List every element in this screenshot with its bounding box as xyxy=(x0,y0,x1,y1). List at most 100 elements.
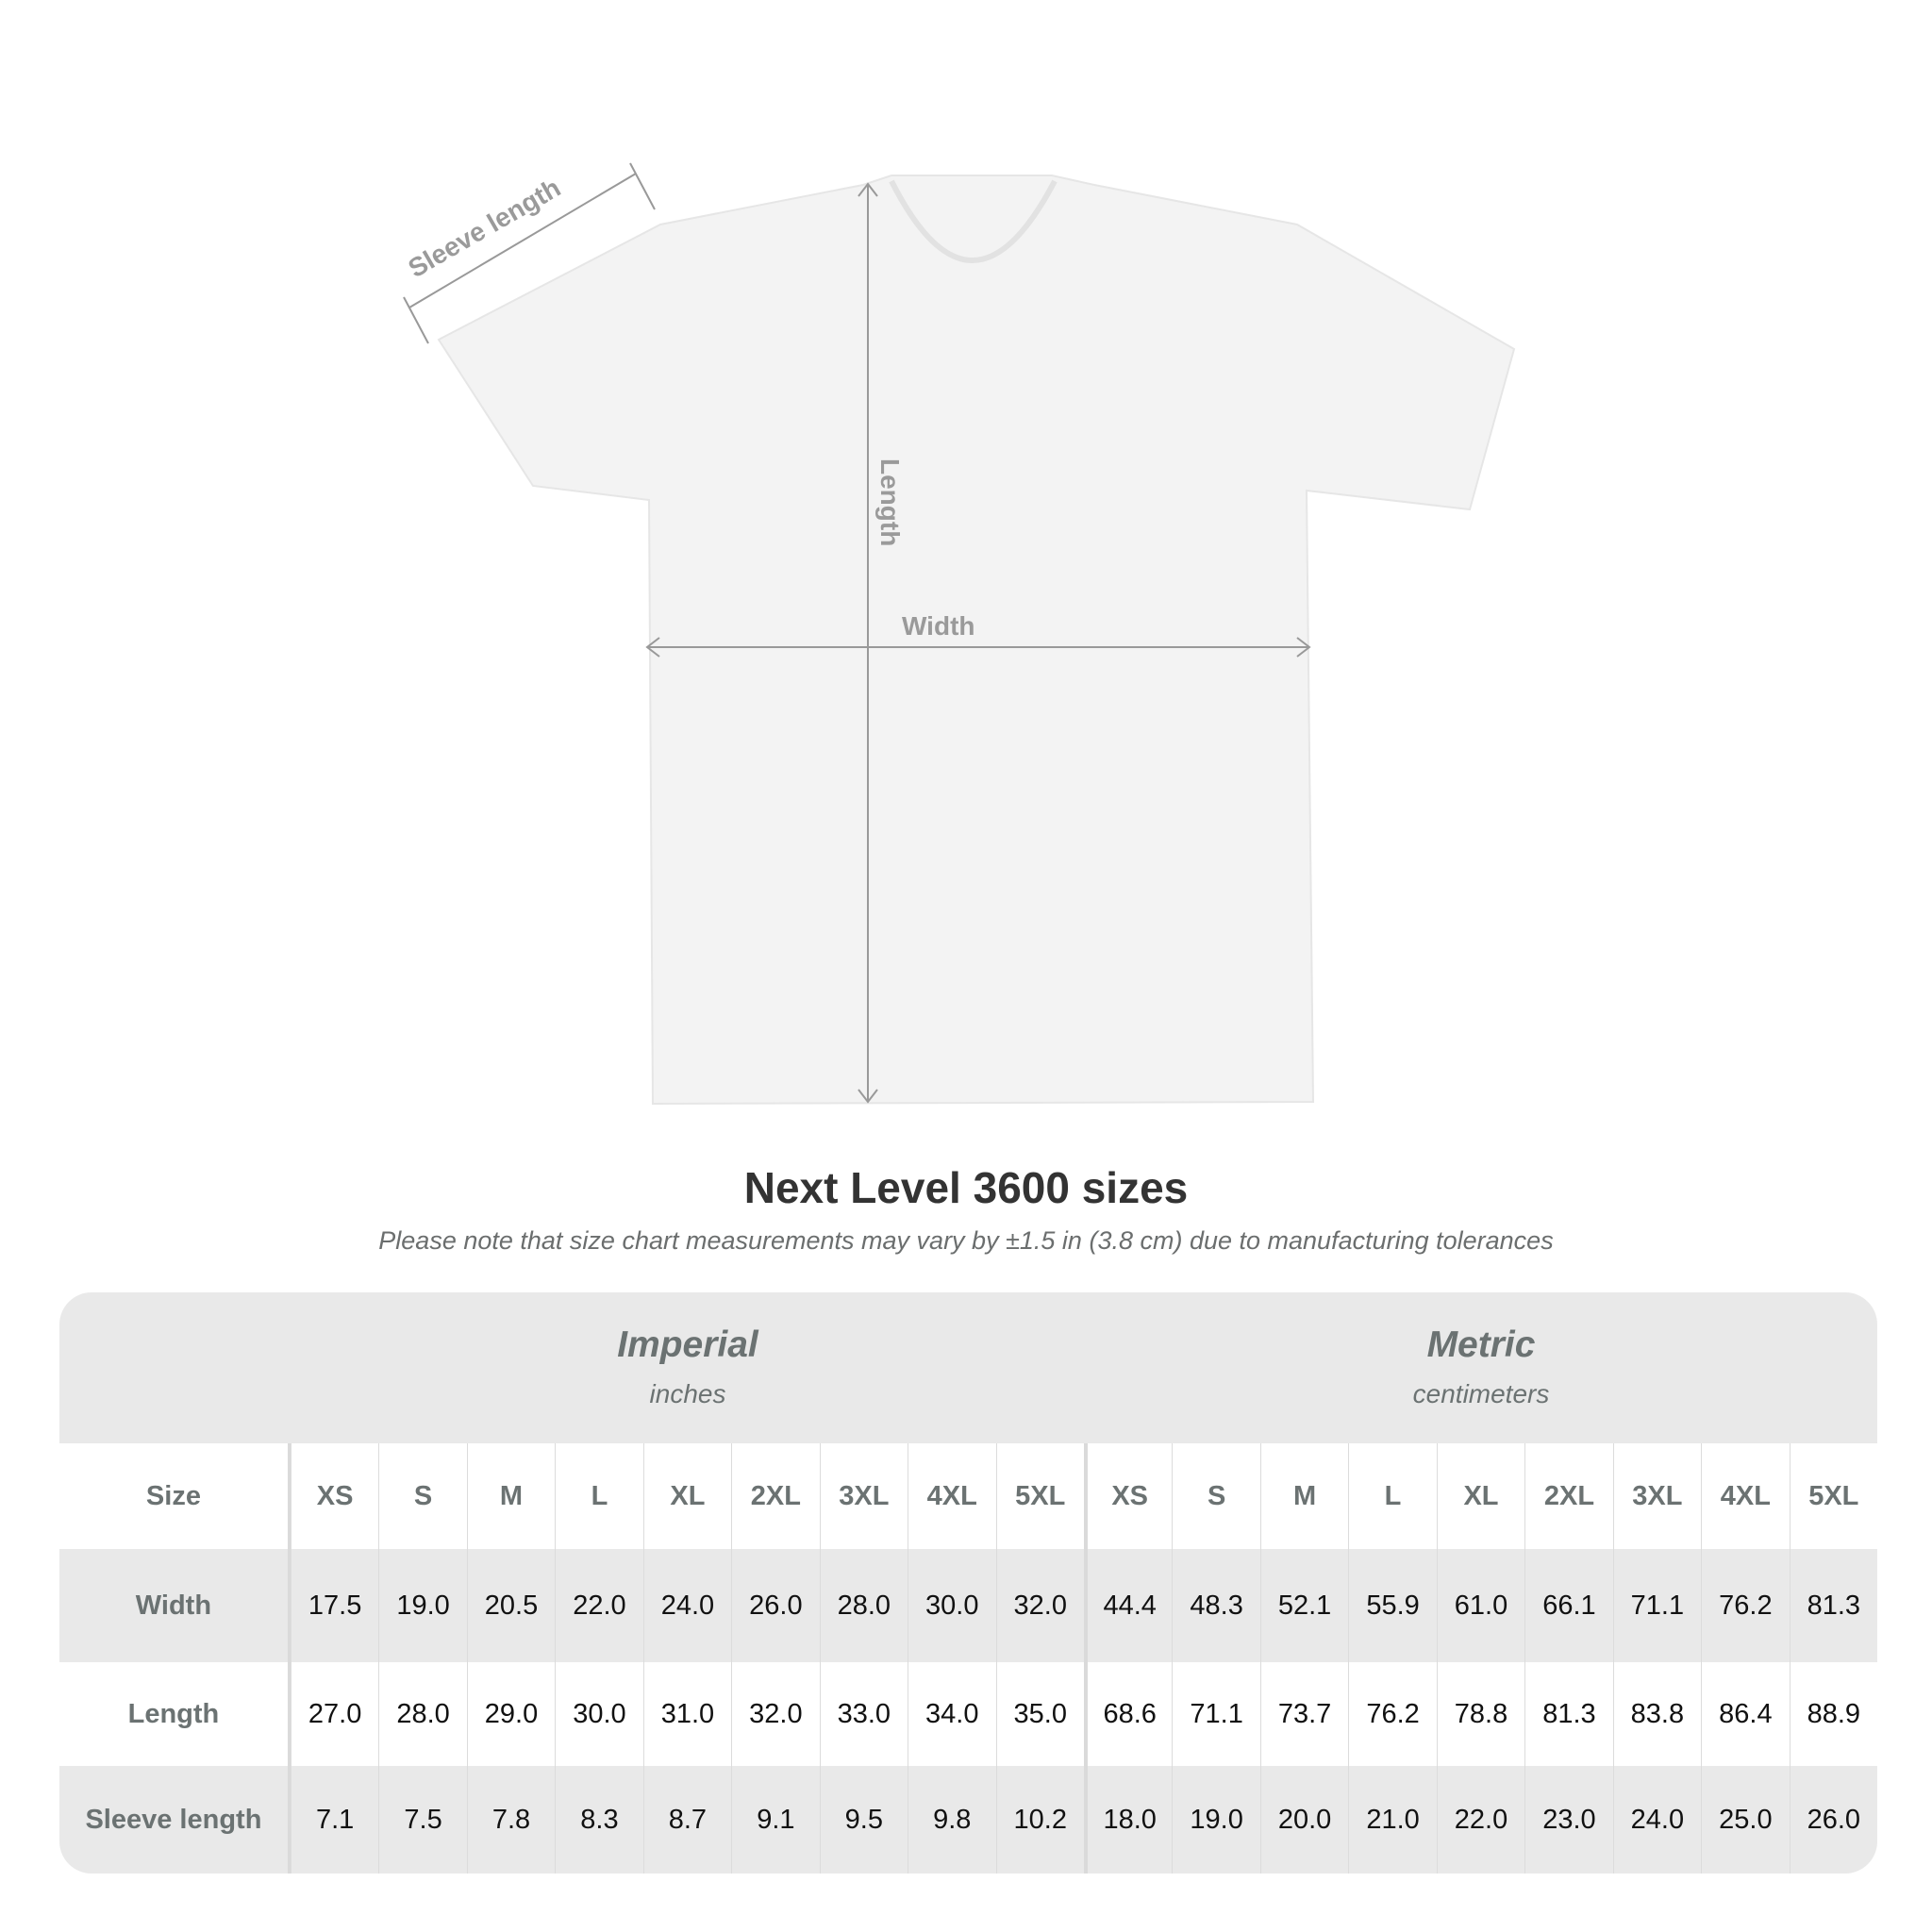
metric-header: Metric centimeters xyxy=(1085,1292,1877,1443)
metric-value: 44.4 xyxy=(1083,1549,1172,1662)
metric-value: 48.3 xyxy=(1172,1549,1259,1662)
imperial-size-xs: XS xyxy=(290,1443,378,1549)
sleeve-length-label: Sleeve length xyxy=(404,173,566,283)
imperial-size-4xl: 4XL xyxy=(908,1443,995,1549)
tshirt-shape xyxy=(437,175,1516,1106)
metric-value: 86.4 xyxy=(1701,1662,1789,1766)
tolerance-note: Please note that size chart measurements… xyxy=(378,1226,1554,1255)
sleeve-arrow xyxy=(408,173,637,308)
imperial-size-l: L xyxy=(555,1443,642,1549)
row-label: Sleeve length xyxy=(59,1766,291,1874)
imperial-unit: inches xyxy=(649,1379,726,1408)
imperial-value: 9.1 xyxy=(731,1766,819,1874)
imperial-size-3xl: 3XL xyxy=(819,1443,908,1549)
imperial-value: 28.0 xyxy=(378,1662,466,1766)
size-label: Size xyxy=(59,1443,291,1549)
metric-value: 23.0 xyxy=(1524,1766,1612,1874)
metric-size-5xl: 5XL xyxy=(1789,1443,1877,1549)
imperial-value: 29.0 xyxy=(466,1662,555,1766)
metric-value: 76.2 xyxy=(1701,1549,1789,1662)
metric-value: 83.8 xyxy=(1612,1662,1701,1766)
metric-value: 22.0 xyxy=(1436,1766,1524,1874)
collar xyxy=(889,179,1058,263)
metric-title: Metric xyxy=(1426,1324,1536,1365)
imperial-value: 22.0 xyxy=(555,1549,642,1662)
metric-value: 55.9 xyxy=(1348,1549,1436,1662)
length-arrowhead-top xyxy=(858,182,878,197)
imperial-header: Imperial inches xyxy=(291,1292,1085,1443)
imperial-value: 26.0 xyxy=(731,1549,819,1662)
metric-value: 76.2 xyxy=(1348,1662,1436,1766)
imperial-value: 8.3 xyxy=(555,1766,642,1874)
imperial-value: 34.0 xyxy=(908,1662,995,1766)
sleeve-tick-left xyxy=(403,296,429,344)
page-title: Next Level 3600 sizes xyxy=(743,1163,1189,1212)
tshirt-diagram: Sleeve length Length Width xyxy=(403,162,1516,1106)
imperial-value: 10.2 xyxy=(995,1766,1084,1874)
length-arrowhead-bottom xyxy=(858,1089,878,1104)
metric-value: 18.0 xyxy=(1083,1766,1172,1874)
metric-value: 81.3 xyxy=(1789,1549,1877,1662)
imperial-size-s: S xyxy=(378,1443,466,1549)
imperial-value: 27.0 xyxy=(290,1662,378,1766)
imperial-value: 19.0 xyxy=(378,1549,466,1662)
width-label: Width xyxy=(902,611,975,641)
imperial-size-5xl: 5XL xyxy=(995,1443,1084,1549)
imperial-value: 24.0 xyxy=(642,1549,731,1662)
imperial-value: 28.0 xyxy=(819,1549,908,1662)
imperial-value: 7.5 xyxy=(378,1766,466,1874)
width-arrowhead-left xyxy=(645,637,660,658)
imperial-value: 35.0 xyxy=(995,1662,1084,1766)
metric-value: 71.1 xyxy=(1612,1549,1701,1662)
metric-size-s: S xyxy=(1172,1443,1259,1549)
imperial-value: 9.8 xyxy=(908,1766,995,1874)
metric-size-2xl: 2XL xyxy=(1524,1443,1612,1549)
imperial-value: 30.0 xyxy=(555,1662,642,1766)
metric-value: 88.9 xyxy=(1789,1662,1877,1766)
sleeve-tick-right xyxy=(629,162,656,210)
imperial-value: 8.7 xyxy=(642,1766,731,1874)
size-header-row: Size XS S M L XL 2XL 3XL 4XL 5XL XS S M L XL 2XL 3XL 4XL 5… xyxy=(59,1443,1877,1549)
metric-value: 78.8 xyxy=(1436,1662,1524,1766)
length-label: Length xyxy=(875,458,905,546)
metric-value: 19.0 xyxy=(1172,1766,1259,1874)
metric-value: 21.0 xyxy=(1348,1766,1436,1874)
metric-value: 24.0 xyxy=(1612,1766,1701,1874)
metric-value: 25.0 xyxy=(1701,1766,1789,1874)
metric-size-4xl: 4XL xyxy=(1701,1443,1789,1549)
metric-size-l: L xyxy=(1348,1443,1436,1549)
imperial-value: 20.5 xyxy=(466,1549,555,1662)
metric-size-3xl: 3XL xyxy=(1612,1443,1701,1549)
metric-value: 73.7 xyxy=(1259,1662,1348,1766)
imperial-value: 9.5 xyxy=(819,1766,908,1874)
imperial-title: Imperial xyxy=(617,1324,758,1365)
metric-size-xs: XS xyxy=(1083,1443,1172,1549)
metric-value: 61.0 xyxy=(1436,1549,1524,1662)
metric-value: 20.0 xyxy=(1259,1766,1348,1874)
imperial-value: 17.5 xyxy=(290,1549,378,1662)
metric-value: 52.1 xyxy=(1259,1549,1348,1662)
row-label: Width xyxy=(59,1549,291,1662)
metric-value: 66.1 xyxy=(1524,1549,1612,1662)
table-row-width: Width 17.5 19.0 20.5 22.0 24.0 26.0 28.0 30.0 32.… xyxy=(59,1549,1877,1662)
imperial-value: 31.0 xyxy=(642,1662,731,1766)
metric-value: 71.1 xyxy=(1172,1662,1259,1766)
metric-size-xl: XL xyxy=(1436,1443,1524,1549)
metric-value: 26.0 xyxy=(1789,1766,1877,1874)
imperial-value: 7.8 xyxy=(466,1766,555,1874)
imperial-value: 32.0 xyxy=(731,1662,819,1766)
imperial-value: 30.0 xyxy=(908,1549,995,1662)
metric-value: 68.6 xyxy=(1083,1662,1172,1766)
row-label: Length xyxy=(59,1662,291,1766)
table-row-sleeve-length: Sleeve length 7.1 7.5 7.8 8.3 8.7 9.1 9.5 9.8 10.… xyxy=(59,1766,1877,1874)
metric-unit: centimeters xyxy=(1412,1379,1550,1408)
table-row-length: Length 27.0 28.0 29.0 30.0 31.0 32.0 33.0 34.0 35… xyxy=(59,1662,1877,1766)
metric-size-m: M xyxy=(1259,1443,1348,1549)
imperial-size-2xl: 2XL xyxy=(731,1443,819,1549)
imperial-value: 32.0 xyxy=(995,1549,1084,1662)
imperial-size-m: M xyxy=(466,1443,555,1549)
imperial-value: 7.1 xyxy=(290,1766,378,1874)
size-table: Imperial inches Metric centimeters Size X… xyxy=(59,1292,1877,1874)
imperial-size-xl: XL xyxy=(642,1443,731,1549)
width-arrowhead-right xyxy=(1296,637,1311,658)
